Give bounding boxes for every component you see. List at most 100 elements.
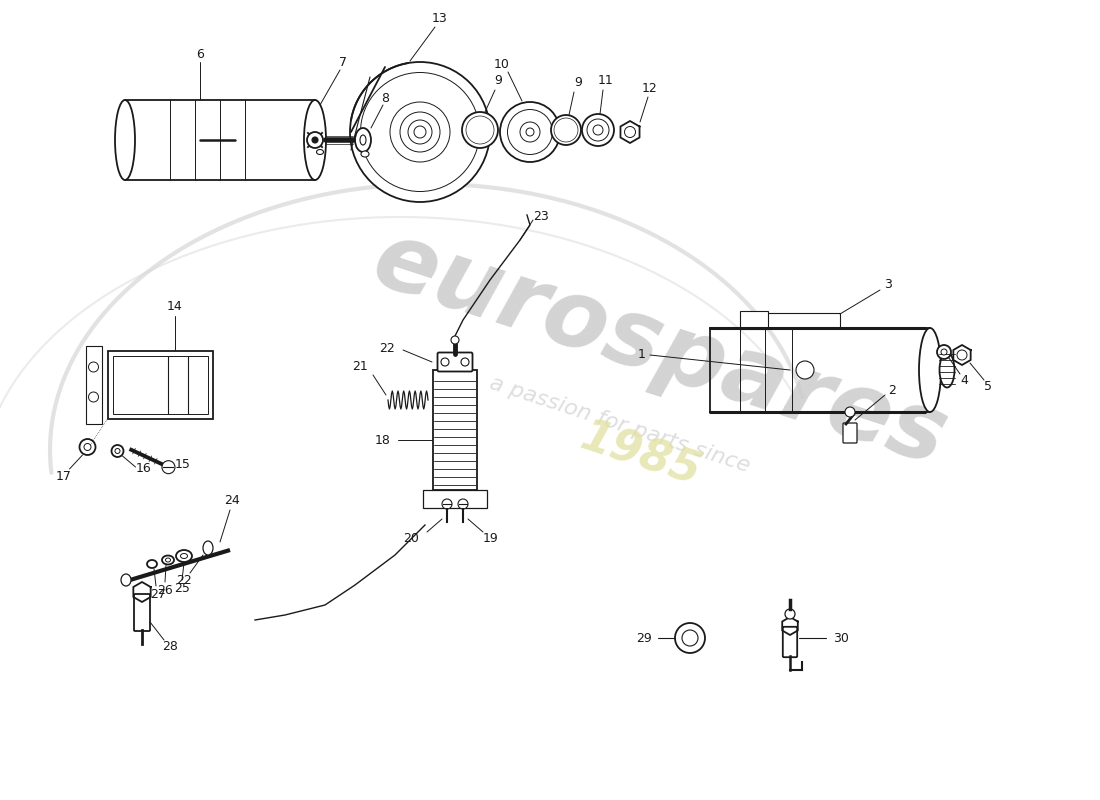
Circle shape [845,407,855,417]
FancyBboxPatch shape [740,311,768,329]
Circle shape [587,119,609,141]
Circle shape [593,125,603,135]
FancyBboxPatch shape [433,370,477,490]
Text: 8: 8 [381,91,389,105]
Ellipse shape [116,100,135,180]
Circle shape [785,609,795,619]
Text: 22: 22 [176,574,191,586]
Text: 5: 5 [984,379,992,393]
Circle shape [462,112,498,148]
Circle shape [466,116,494,144]
FancyBboxPatch shape [134,594,150,631]
FancyBboxPatch shape [843,423,857,443]
Text: 19: 19 [483,531,499,545]
FancyBboxPatch shape [764,313,840,328]
Circle shape [88,362,99,372]
Text: 29: 29 [636,631,652,645]
Ellipse shape [176,550,192,562]
Ellipse shape [121,574,131,586]
Circle shape [461,358,469,366]
Ellipse shape [361,151,368,157]
Ellipse shape [360,135,366,145]
FancyBboxPatch shape [424,490,487,508]
FancyBboxPatch shape [783,627,798,658]
Text: 4: 4 [960,374,968,386]
Text: 15: 15 [175,458,190,470]
Circle shape [79,439,96,455]
Text: 7: 7 [339,55,346,69]
Ellipse shape [317,150,323,154]
Ellipse shape [355,128,371,152]
Text: eurospares: eurospares [362,214,958,486]
Text: 28: 28 [162,639,178,653]
Circle shape [312,137,318,143]
Circle shape [84,443,91,450]
Circle shape [307,132,323,148]
Circle shape [554,118,578,142]
Ellipse shape [304,100,326,180]
Circle shape [162,461,175,474]
Text: 9: 9 [494,74,502,87]
Circle shape [414,126,426,138]
Text: a passion for parts since: a passion for parts since [487,374,752,477]
Ellipse shape [147,560,157,568]
Circle shape [400,112,440,152]
FancyBboxPatch shape [438,353,473,371]
Text: 20: 20 [403,531,419,545]
Circle shape [390,102,450,162]
Circle shape [500,102,560,162]
Text: 26: 26 [157,583,173,597]
Text: 25: 25 [174,582,190,594]
FancyBboxPatch shape [108,351,212,419]
Circle shape [350,62,490,202]
Text: 12: 12 [642,82,658,94]
Text: 6: 6 [196,47,204,61]
FancyBboxPatch shape [112,356,208,414]
Circle shape [796,361,814,379]
FancyBboxPatch shape [86,346,101,424]
Circle shape [940,349,947,355]
Text: 16: 16 [135,462,152,475]
Ellipse shape [162,555,174,565]
Text: 18: 18 [375,434,390,446]
Text: 11: 11 [598,74,614,87]
Ellipse shape [180,554,187,558]
Text: 2: 2 [888,383,895,397]
Circle shape [675,623,705,653]
Circle shape [88,392,99,402]
Circle shape [470,120,490,140]
Circle shape [937,345,952,359]
Text: 14: 14 [167,301,183,314]
Circle shape [116,449,120,454]
Circle shape [957,350,967,360]
Circle shape [408,120,432,144]
Circle shape [458,499,468,509]
Text: 30: 30 [833,631,849,645]
Circle shape [551,115,581,145]
Ellipse shape [918,328,940,412]
Text: 1985: 1985 [574,415,705,494]
Circle shape [625,126,636,138]
Circle shape [111,445,123,457]
Text: 21: 21 [352,359,368,373]
Text: 22: 22 [379,342,395,354]
Text: 3: 3 [884,278,892,290]
Text: 13: 13 [432,11,448,25]
Text: 1: 1 [638,347,646,361]
Circle shape [507,110,552,154]
Circle shape [441,358,449,366]
Circle shape [526,128,534,136]
Text: 17: 17 [56,470,72,483]
Circle shape [558,122,574,138]
Ellipse shape [939,353,955,387]
Circle shape [442,499,452,509]
Text: 27: 27 [150,587,166,601]
Text: 9: 9 [574,77,582,90]
Circle shape [582,114,614,146]
Text: 24: 24 [224,494,240,507]
Circle shape [361,73,480,191]
Circle shape [520,122,540,142]
Text: 23: 23 [534,210,549,222]
Ellipse shape [204,541,213,555]
Ellipse shape [165,558,170,562]
